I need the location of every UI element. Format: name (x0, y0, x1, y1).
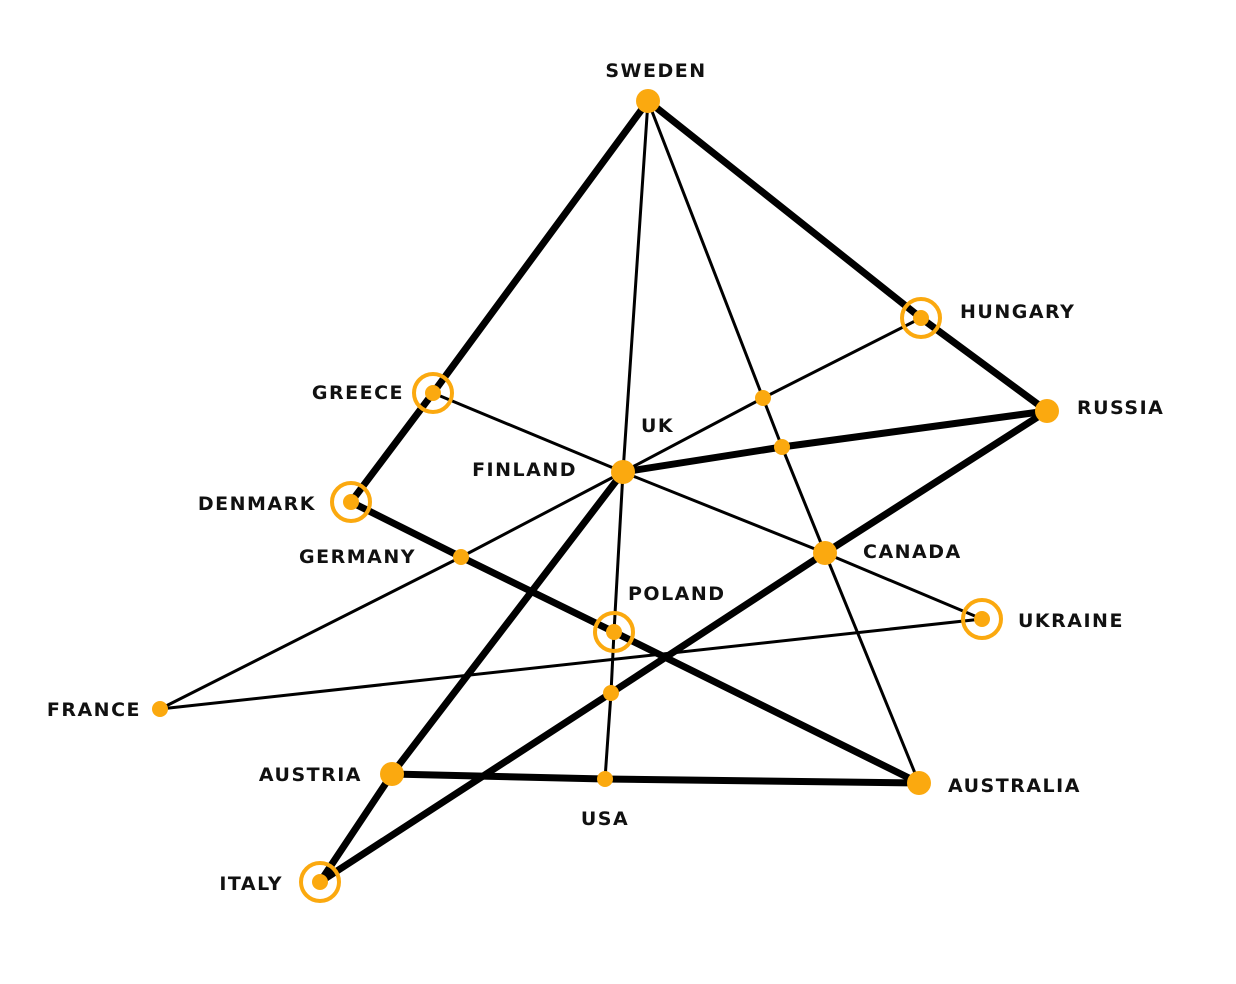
node-dot (606, 624, 622, 640)
label-hungary: HUNGARY (960, 301, 1075, 323)
edge-junction-a-uk (621, 396, 765, 474)
edge-junction-b-russia (778, 407, 1051, 451)
label-finland: FINLAND (472, 459, 577, 481)
node-dot (312, 874, 328, 890)
edge-uk-poland (612, 470, 625, 634)
node-dot (813, 541, 837, 565)
edge-uk-junction-b (619, 443, 786, 476)
node-dot (152, 701, 168, 717)
node-ring (299, 861, 341, 903)
node-uk (611, 460, 635, 484)
edge-junction-c-usa (603, 691, 613, 781)
node-dot (974, 611, 990, 627)
edge-sweden-uk (621, 99, 650, 474)
node-france (152, 701, 168, 717)
node-hungary (900, 297, 942, 339)
node-dot (453, 549, 469, 565)
edge-france-ukraine (158, 617, 984, 711)
edge-canada-ukraine (823, 551, 984, 621)
edge-sweden-junction-a (646, 99, 765, 400)
label-italy: ITALY (219, 873, 283, 895)
node-russia (1035, 399, 1059, 423)
node-dot (913, 310, 929, 326)
node-ring (330, 481, 372, 523)
edge-junction-a-junction-b (761, 396, 784, 449)
node-denmark (330, 481, 372, 523)
node-australia (907, 771, 931, 795)
label-france: FRANCE (47, 699, 141, 721)
edge-hungary-junction-a (761, 316, 923, 400)
node-greece (412, 372, 454, 414)
node-dot (755, 390, 771, 406)
edge-usa-australia (601, 775, 923, 787)
edge-sweden-greece (429, 97, 652, 397)
node-germany (453, 549, 469, 565)
edge-hungary-russia (917, 314, 1051, 415)
nodes-layer (152, 89, 1059, 903)
edge-germany-france (158, 555, 463, 711)
edge-canada-junction-c (607, 549, 829, 697)
node-dot (603, 685, 619, 701)
label-germany: GERMANY (299, 546, 416, 568)
node-italy (299, 861, 341, 903)
edge-junction-b-canada (780, 445, 827, 555)
edge-austria-italy (316, 770, 396, 886)
edge-canada-australia (823, 551, 921, 785)
label-sweden: SWEDEN (605, 60, 706, 82)
node-dot (597, 771, 613, 787)
node-dot (611, 460, 635, 484)
edge-uk-germany (459, 470, 625, 559)
node-poland (593, 611, 635, 653)
edge-germany-poland (457, 553, 618, 636)
node-ring (593, 611, 635, 653)
edge-russia-canada (821, 407, 1051, 557)
node-dot (425, 385, 441, 401)
node-dot (343, 494, 359, 510)
node-ring (961, 598, 1003, 640)
edge-poland-junction-c (609, 630, 616, 695)
edge-uk-canada (621, 470, 827, 555)
node-austria (380, 762, 404, 786)
label-usa: USA (581, 808, 629, 830)
label-denmark: DENMARK (198, 493, 316, 515)
edge-greece-denmark (347, 389, 437, 506)
label-canada: CANADA (863, 541, 962, 563)
node-ring (412, 372, 454, 414)
edge-uk-austria (388, 468, 627, 778)
node-usa (597, 771, 613, 787)
node-junction-c (603, 685, 619, 701)
label-ukraine: UKRAINE (1018, 610, 1124, 632)
label-australia: AUSTRALIA (948, 775, 1081, 797)
label-greece: GREECE (312, 382, 404, 404)
edge-poland-australia (610, 628, 923, 787)
node-dot (380, 762, 404, 786)
edge-junction-c-italy (316, 689, 615, 886)
node-dot (1035, 399, 1059, 423)
node-ring (900, 297, 942, 339)
edge-austria-usa (388, 770, 609, 783)
node-sweden (636, 89, 660, 113)
node-ukraine (961, 598, 1003, 640)
label-russia: RUSSIA (1077, 397, 1164, 419)
node-dot (774, 439, 790, 455)
edge-sweden-hungary (644, 97, 925, 322)
label-uk: UK (641, 415, 674, 437)
node-junction-a (755, 390, 771, 406)
node-dot (907, 771, 931, 795)
node-canada (813, 541, 837, 565)
node-junction-b (774, 439, 790, 455)
label-austria: AUSTRIA (259, 764, 362, 786)
labels-layer: SWEDEN HUNGARY RUSSIA GREECE UK FINLAND DENMAR… (47, 60, 1164, 895)
edges-layer (158, 97, 1051, 886)
node-dot (636, 89, 660, 113)
edge-greece-uk (431, 391, 625, 474)
label-poland: POLAND (628, 583, 726, 605)
